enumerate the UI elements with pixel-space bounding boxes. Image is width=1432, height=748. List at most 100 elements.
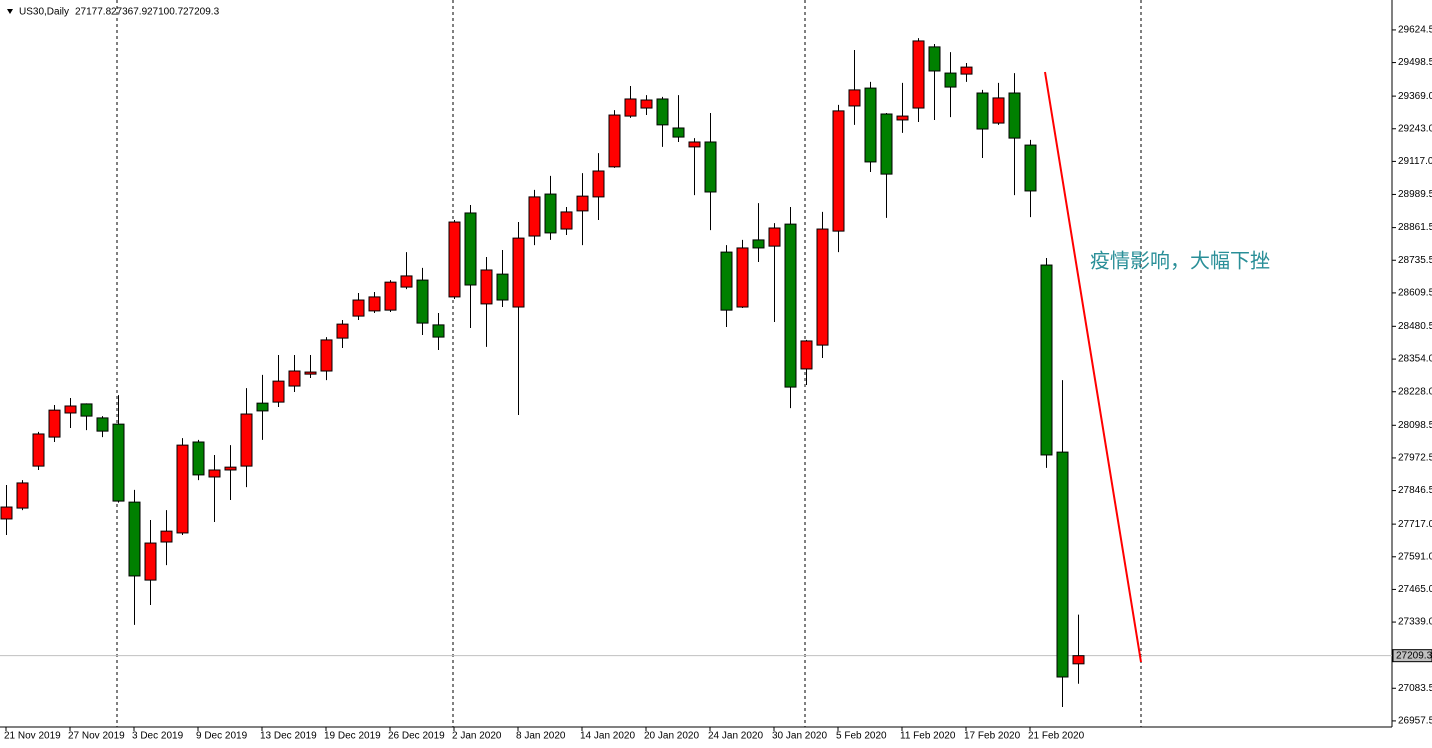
- y-tick-label: 28609.5: [1398, 288, 1432, 299]
- candle-body: [592, 170, 605, 198]
- candle-body: [656, 98, 669, 126]
- candle-body: [960, 66, 973, 75]
- x-tick-label: 5 Feb 2020: [836, 731, 887, 742]
- candle-body: [1008, 92, 1021, 139]
- candle-body: [208, 469, 221, 478]
- candle-body: [512, 237, 525, 308]
- candle-body: [480, 269, 493, 305]
- candle-body: [1024, 144, 1037, 192]
- candle-body: [608, 114, 621, 168]
- plot: [0, 38, 1392, 708]
- candle-body: [1056, 451, 1069, 678]
- symbol-title: US30,Daily: [19, 7, 69, 18]
- ohlc-low: 27100.7: [147, 7, 184, 18]
- x-tick-label: 24 Jan 2020: [708, 731, 763, 742]
- y-tick-label: 26957.5: [1398, 716, 1432, 727]
- candle-body: [784, 223, 797, 388]
- candle-body: [432, 324, 445, 338]
- x-tick-label: 8 Jan 2020: [516, 731, 566, 742]
- candle-body: [64, 405, 77, 414]
- candle-body: [112, 423, 125, 502]
- x-tick-label: 21 Feb 2020: [1028, 731, 1085, 742]
- y-tick-label: 28228.0: [1398, 386, 1432, 397]
- candle-body: [0, 506, 13, 520]
- x-tick-label: 21 Nov 2019: [4, 731, 61, 742]
- y-tick-label: 28098.5: [1398, 420, 1432, 431]
- y-tick-label: 27717.0: [1398, 519, 1432, 530]
- candle-body: [144, 542, 157, 581]
- menu-arrow[interactable]: [7, 9, 13, 14]
- x-tick-label: 19 Dec 2019: [324, 731, 381, 742]
- y-tick-label: 29117.0: [1398, 156, 1432, 167]
- candle-body: [368, 296, 381, 312]
- x-tick-label: 26 Dec 2019: [388, 731, 445, 742]
- x-tick-label: 11 Feb 2020: [900, 731, 956, 742]
- candle-body: [304, 371, 317, 375]
- candle-body: [288, 370, 301, 387]
- candle-body: [880, 113, 893, 175]
- candle-body: [832, 110, 845, 232]
- candle-body: [400, 275, 413, 288]
- candle-body: [176, 444, 189, 534]
- candle-body: [32, 433, 45, 467]
- candle-body: [640, 99, 653, 109]
- candle-body: [496, 273, 509, 301]
- candle-body: [688, 141, 701, 148]
- y-tick-label: 28989.5: [1398, 189, 1432, 200]
- candle-body: [336, 323, 349, 339]
- candle-body: [224, 466, 237, 471]
- candle-body: [272, 380, 285, 403]
- candle-body: [976, 92, 989, 130]
- candle-body: [192, 441, 205, 476]
- candle-body: [800, 340, 813, 370]
- candle-body: [736, 247, 749, 308]
- x-tick-label: 2 Jan 2020: [452, 731, 502, 742]
- y-tick-label: 27846.5: [1398, 485, 1432, 496]
- candle-body: [768, 227, 781, 247]
- candle-body: [528, 196, 541, 237]
- x-tick-label: 13 Dec 2019: [260, 731, 317, 742]
- candle-body: [80, 403, 93, 417]
- candle-body: [992, 97, 1005, 124]
- candle-body: [320, 339, 333, 372]
- y-tick-label: 28735.5: [1398, 255, 1432, 266]
- y-tick-label: 28354.0: [1398, 354, 1432, 365]
- last-price-box: [1392, 649, 1432, 663]
- candle-body: [816, 228, 829, 346]
- candle-body: [96, 417, 109, 432]
- candle-body: [672, 127, 685, 138]
- candle-body: [864, 87, 877, 163]
- x-tick-label: 20 Jan 2020: [644, 731, 699, 742]
- candle-body: [16, 482, 29, 509]
- y-tick-label: 27339.0: [1398, 617, 1432, 628]
- candle-body: [416, 279, 429, 324]
- ohlc-open: 27177.8: [75, 7, 112, 18]
- candle-body: [384, 281, 397, 311]
- candle-body: [48, 409, 61, 438]
- candle-body: [1040, 264, 1053, 456]
- y-tick-label: 29243.0: [1398, 123, 1432, 134]
- candle-body: [1072, 655, 1085, 665]
- trend-line: [1044, 71, 1142, 663]
- ohlc-close: 27209.3: [183, 7, 220, 18]
- x-tick-label: 9 Dec 2019: [196, 731, 248, 742]
- candle-body: [448, 221, 461, 298]
- candle-body: [240, 413, 253, 467]
- x-tick-label: 30 Jan 2020: [772, 731, 827, 742]
- candle-body: [944, 72, 957, 88]
- annotation: 疫情影响，大幅下挫: [1090, 249, 1270, 272]
- candle-body: [128, 501, 141, 577]
- y-tick-label: 29369.0: [1398, 91, 1432, 102]
- candle-body: [256, 402, 269, 412]
- last-price-label: 27209.3: [1396, 650, 1432, 661]
- candle-body: [848, 89, 861, 107]
- candle-body: [464, 212, 477, 286]
- y-tick-label: 28861.5: [1398, 222, 1432, 233]
- candle-body: [560, 211, 573, 230]
- candle-body: [160, 530, 173, 543]
- y-tick-label: 27972.5: [1398, 453, 1432, 464]
- candle-body: [896, 115, 909, 121]
